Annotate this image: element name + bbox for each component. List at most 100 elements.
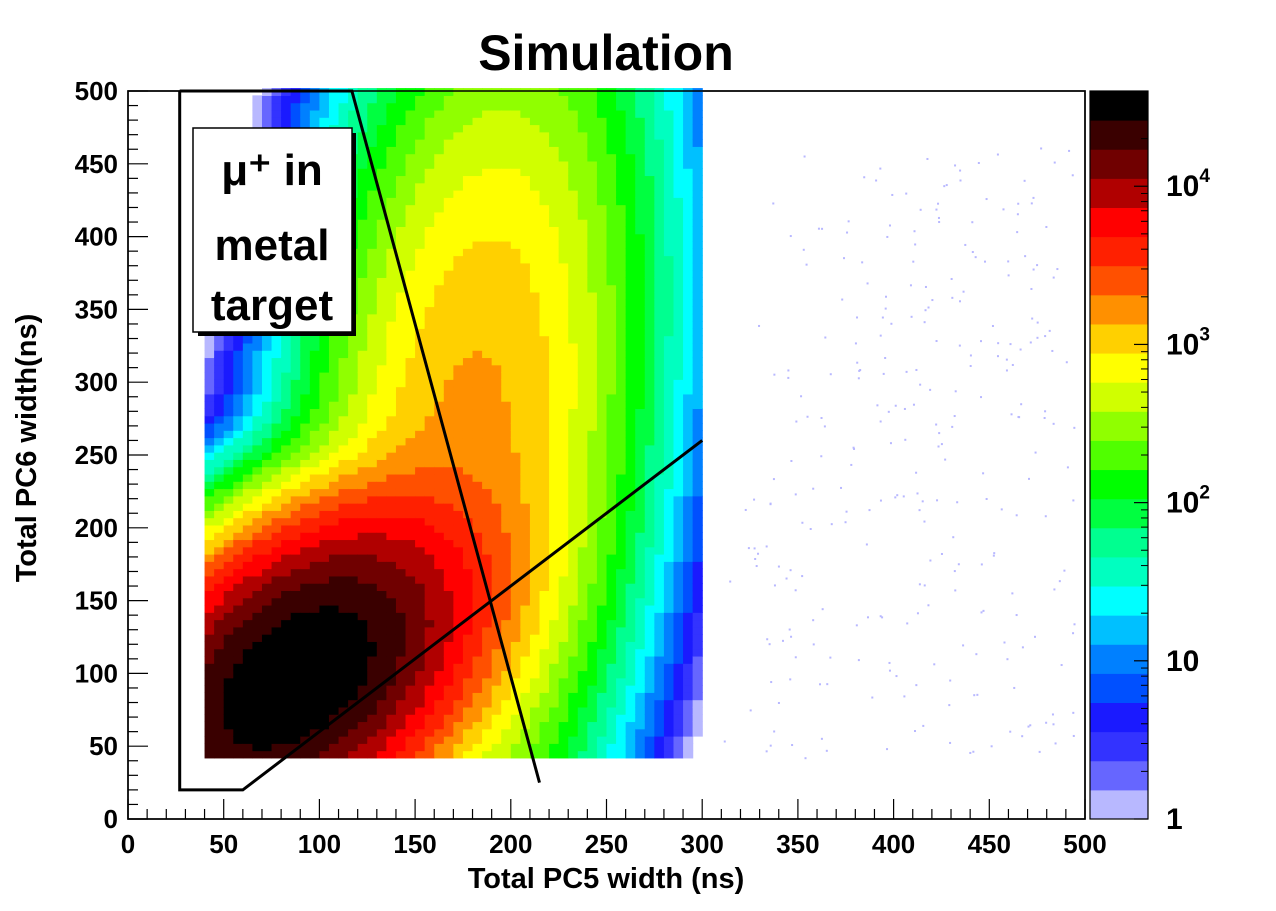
heatmap-cell bbox=[549, 539, 560, 548]
heatmap-cell bbox=[395, 313, 407, 322]
heatmap-cell bbox=[673, 401, 684, 410]
heatmap-cell bbox=[415, 481, 426, 490]
heatmap-cell bbox=[462, 175, 474, 184]
heatmap-cell bbox=[587, 510, 598, 519]
heatmap-cell bbox=[520, 437, 531, 446]
heatmap-cell bbox=[290, 95, 301, 104]
heatmap-cell bbox=[644, 146, 655, 155]
heatmap-cell bbox=[558, 248, 569, 257]
heatmap-cell bbox=[357, 583, 368, 592]
scatter-point bbox=[1066, 466, 1069, 469]
heatmap-cell bbox=[568, 641, 579, 650]
heatmap-cell bbox=[395, 488, 407, 497]
heatmap-cell bbox=[405, 321, 416, 329]
heatmap-cell bbox=[549, 459, 560, 468]
heatmap-cell bbox=[434, 401, 445, 410]
heatmap-cell bbox=[663, 634, 675, 642]
heatmap-cell bbox=[204, 743, 215, 752]
heatmap-cell bbox=[501, 190, 512, 198]
heatmap-cell bbox=[434, 721, 445, 730]
heatmap-cell bbox=[357, 190, 368, 198]
heatmap-cell bbox=[386, 248, 397, 257]
scatter-point bbox=[953, 415, 956, 418]
heatmap-cell bbox=[539, 728, 550, 737]
heatmap-cell bbox=[482, 102, 493, 111]
heatmap-cell bbox=[223, 699, 234, 708]
heatmap-cell bbox=[482, 233, 493, 242]
heatmap-cell bbox=[577, 743, 588, 752]
heatmap-cell bbox=[367, 139, 378, 147]
heatmap-cell bbox=[606, 386, 617, 395]
heatmap-cell bbox=[453, 146, 464, 155]
heatmap-cell bbox=[395, 583, 407, 592]
heatmap-cell bbox=[596, 648, 608, 657]
heatmap-cell bbox=[673, 685, 684, 693]
heatmap-cell bbox=[482, 408, 493, 417]
heatmap-cell bbox=[395, 677, 407, 686]
heatmap-cell bbox=[510, 590, 521, 599]
heatmap-cell bbox=[376, 459, 387, 468]
heatmap-cell bbox=[663, 342, 675, 351]
heatmap-cell bbox=[443, 131, 454, 140]
heatmap-cell bbox=[338, 430, 349, 439]
scatter-point bbox=[1007, 260, 1010, 263]
heatmap-cell bbox=[692, 386, 703, 395]
heatmap-cell bbox=[357, 233, 368, 242]
heatmap-cell bbox=[376, 299, 387, 308]
heatmap-cell bbox=[568, 619, 579, 628]
heatmap-cell bbox=[616, 430, 627, 439]
heatmap-cell bbox=[539, 481, 550, 490]
heatmap-cell bbox=[625, 313, 636, 322]
heatmap-cell bbox=[482, 372, 493, 380]
heatmap-cell bbox=[271, 444, 282, 453]
scatter-point bbox=[940, 443, 943, 446]
heatmap-cell bbox=[453, 350, 464, 359]
heatmap-cell bbox=[271, 408, 282, 417]
heatmap-cell bbox=[261, 393, 273, 402]
heatmap-cell bbox=[663, 357, 675, 366]
heatmap-cell bbox=[692, 495, 703, 504]
heatmap-cell bbox=[214, 546, 225, 555]
scatter-point bbox=[945, 184, 948, 187]
heatmap-cell bbox=[558, 131, 569, 140]
heatmap-cell bbox=[520, 124, 531, 133]
heatmap-cell bbox=[223, 590, 234, 599]
heatmap-cell bbox=[395, 444, 407, 453]
heatmap-cell bbox=[692, 714, 703, 723]
heatmap-cell bbox=[424, 539, 435, 548]
heatmap-cell bbox=[405, 393, 416, 402]
heatmap-cell bbox=[242, 335, 254, 344]
heatmap-cell bbox=[462, 546, 474, 555]
heatmap-cell bbox=[539, 131, 550, 140]
heatmap-cell bbox=[261, 342, 273, 351]
heatmap-cell bbox=[520, 546, 531, 555]
heatmap-cell bbox=[692, 524, 703, 533]
heatmap-cell bbox=[462, 328, 474, 337]
heatmap-cell bbox=[501, 728, 512, 737]
heatmap-cell bbox=[568, 379, 579, 388]
heatmap-cell bbox=[568, 677, 579, 686]
heatmap-cell bbox=[635, 670, 646, 679]
heatmap-cell bbox=[300, 459, 311, 468]
heatmap-cell bbox=[242, 590, 254, 599]
heatmap-cell bbox=[290, 466, 301, 475]
heatmap-cell bbox=[271, 568, 282, 577]
heatmap-cell bbox=[462, 619, 474, 628]
heatmap-cell bbox=[654, 692, 665, 701]
heatmap-cell bbox=[596, 240, 608, 249]
heatmap-layer bbox=[204, 88, 1076, 760]
heatmap-cell bbox=[395, 459, 407, 468]
heatmap-cell bbox=[424, 168, 435, 177]
heatmap-cell bbox=[692, 408, 703, 417]
heatmap-cell bbox=[644, 102, 655, 111]
heatmap-cell bbox=[443, 670, 454, 679]
heatmap-cell bbox=[328, 634, 340, 642]
heatmap-cell bbox=[462, 452, 474, 460]
heatmap-cell bbox=[281, 452, 292, 460]
heatmap-cell bbox=[214, 481, 225, 490]
heatmap-cell bbox=[386, 299, 397, 308]
heatmap-cell bbox=[683, 554, 694, 562]
heatmap-cell bbox=[501, 233, 512, 242]
heatmap-cell bbox=[539, 437, 550, 446]
heatmap-cell bbox=[357, 262, 368, 271]
